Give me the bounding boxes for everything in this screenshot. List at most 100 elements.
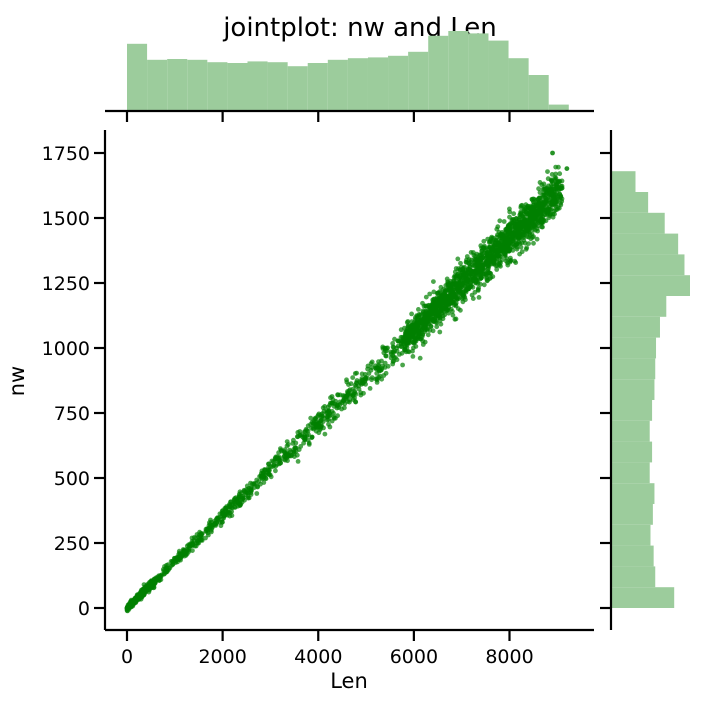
x-hist-bar xyxy=(528,75,549,111)
scatter-point xyxy=(315,421,321,426)
scatter-point xyxy=(540,204,546,209)
scatter-point xyxy=(189,539,195,544)
scatter-point xyxy=(487,245,493,251)
scatter-point xyxy=(431,311,436,317)
scatter-point xyxy=(251,485,257,490)
scatter-point xyxy=(531,240,536,246)
y-hist-bar xyxy=(611,483,655,504)
x-hist-bar xyxy=(247,61,268,111)
scatter-point xyxy=(431,319,437,324)
scatter-point xyxy=(218,523,224,529)
scatter-point xyxy=(291,449,297,454)
scatter-point xyxy=(444,295,450,301)
x-hist-bar xyxy=(388,55,409,111)
scatter-point xyxy=(485,250,491,256)
scatter-point xyxy=(556,205,562,211)
scatter-point xyxy=(521,222,527,228)
scatter-point xyxy=(551,195,557,201)
scatter-point xyxy=(353,399,358,405)
scatter-point xyxy=(430,328,436,334)
scatter-point xyxy=(553,171,559,177)
scatter-point xyxy=(504,244,510,250)
scatter-point xyxy=(256,479,262,484)
scatter-point xyxy=(505,238,511,243)
scatter-point xyxy=(464,277,470,283)
scatter-point xyxy=(502,251,507,257)
scatter-point xyxy=(452,316,458,322)
scatter-point xyxy=(285,442,291,447)
scatter-point xyxy=(206,523,212,528)
y-hist-bar xyxy=(611,441,653,463)
scatter-point xyxy=(173,560,179,565)
scatter-point xyxy=(302,433,308,439)
x-hist-bar xyxy=(307,63,328,111)
scatter-point xyxy=(507,206,512,212)
scatter-point xyxy=(423,308,429,314)
x-hist-bar xyxy=(347,58,368,111)
y-hist-bar xyxy=(611,545,654,567)
scatter-point xyxy=(478,243,484,249)
scatter-point xyxy=(549,172,555,177)
scatter-point xyxy=(428,323,434,329)
scatter-point xyxy=(463,297,468,303)
y-hist-bar xyxy=(611,504,653,525)
scatter-point xyxy=(455,306,461,311)
scatter-point xyxy=(381,350,387,356)
x-hist-bar xyxy=(508,58,529,111)
scatter-point xyxy=(369,375,375,380)
scatter-point xyxy=(363,375,368,381)
x-hist-bar xyxy=(227,63,248,111)
scatter-point xyxy=(181,550,187,556)
scatter-point xyxy=(416,307,421,312)
x-hist-bar xyxy=(147,59,168,111)
scatter-point xyxy=(484,276,489,281)
scatter-point xyxy=(414,322,420,327)
scatter-point xyxy=(420,342,426,347)
scatter-point xyxy=(507,259,513,265)
x-axis-label: Len xyxy=(330,669,368,693)
scatter-point xyxy=(382,360,388,366)
y-tick-label: 1750 xyxy=(42,143,90,165)
scatter-point xyxy=(244,490,249,495)
scatter-point xyxy=(493,238,499,243)
scatter-point xyxy=(420,331,425,337)
scatter-point xyxy=(431,297,437,302)
scatter-point xyxy=(449,281,455,287)
scatter-point xyxy=(556,164,561,170)
scatter-point xyxy=(309,419,315,425)
scatter-point xyxy=(339,400,345,406)
scatter-point xyxy=(478,262,483,268)
scatter-point xyxy=(460,266,466,272)
scatter-point xyxy=(496,261,502,266)
scatter-point xyxy=(347,397,353,403)
scatter-point xyxy=(514,246,520,252)
scatter-point xyxy=(334,403,340,408)
scatter-point xyxy=(531,196,536,202)
scatter-point xyxy=(477,252,482,258)
scatter-point xyxy=(520,229,526,235)
scatter-point xyxy=(329,418,335,424)
scatter-point xyxy=(219,513,225,519)
scatter-point xyxy=(402,333,408,339)
scatter-point xyxy=(424,325,429,331)
scatter-point xyxy=(339,406,344,412)
scatter-point xyxy=(410,354,416,359)
scatter-point xyxy=(425,314,431,320)
scatter-point xyxy=(361,390,366,396)
scatter-point xyxy=(254,491,260,496)
scatter-point xyxy=(504,231,510,237)
scatter-point xyxy=(558,200,563,206)
scatter-point xyxy=(258,471,264,476)
scatter-point xyxy=(469,292,475,298)
scatter-point xyxy=(453,294,458,300)
scatter-point xyxy=(360,381,366,386)
scatter-point xyxy=(308,415,314,421)
scatter-point xyxy=(206,532,211,538)
scatter-point xyxy=(423,294,429,300)
x-hist-bar xyxy=(327,59,348,111)
scatter-point xyxy=(460,282,465,287)
scatter-point xyxy=(451,274,457,280)
scatter-point xyxy=(467,264,473,270)
scatter-point xyxy=(478,281,483,287)
scatter-point xyxy=(515,241,520,247)
